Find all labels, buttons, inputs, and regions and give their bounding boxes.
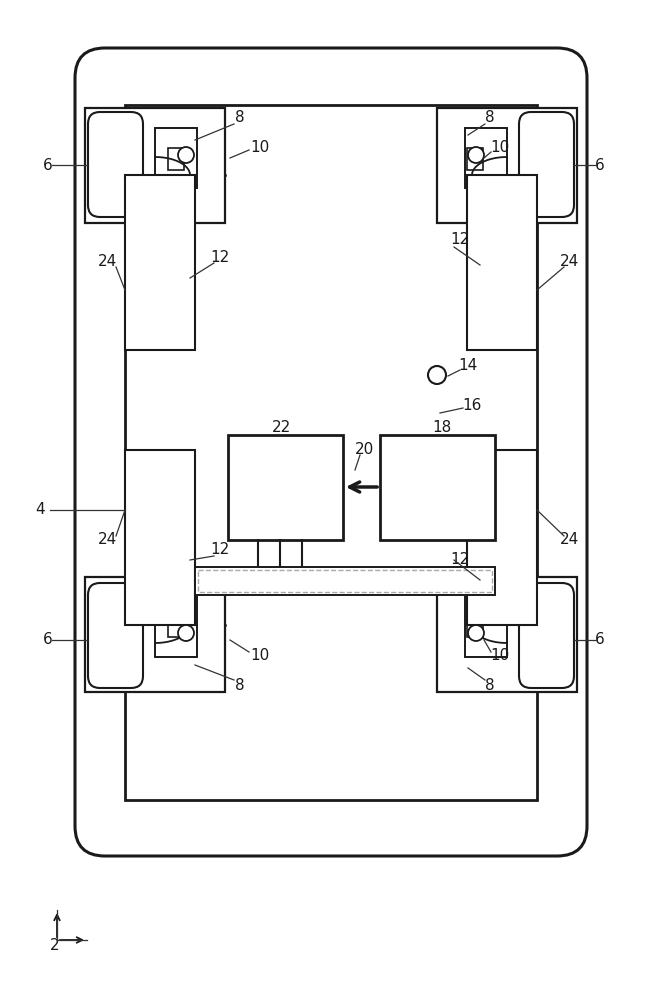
Text: 24: 24	[99, 254, 118, 269]
Circle shape	[468, 625, 484, 641]
Text: 2: 2	[50, 938, 60, 952]
Text: 8: 8	[485, 110, 495, 125]
Circle shape	[178, 147, 194, 163]
FancyBboxPatch shape	[88, 112, 143, 217]
FancyBboxPatch shape	[88, 583, 143, 688]
Bar	[198, 570, 492, 592]
Text: 8: 8	[485, 678, 495, 692]
Text: 24: 24	[99, 532, 118, 548]
Text: 12: 12	[450, 552, 469, 568]
Bar	[168, 148, 184, 170]
Bar	[467, 615, 483, 637]
Bar	[155, 128, 197, 188]
Circle shape	[468, 147, 484, 163]
Bar	[437, 577, 577, 692]
Text: 10: 10	[250, 140, 269, 155]
Bar	[85, 577, 225, 692]
Text: 24: 24	[560, 532, 580, 548]
Text: 12: 12	[211, 542, 230, 558]
Bar	[465, 128, 507, 188]
Circle shape	[178, 625, 194, 641]
Text: 10: 10	[491, 648, 510, 662]
Text: 6: 6	[595, 157, 605, 172]
Bar	[125, 175, 195, 350]
Text: 22: 22	[272, 420, 292, 436]
Bar	[168, 615, 184, 637]
Text: 24: 24	[560, 254, 580, 269]
Text: 10: 10	[250, 648, 269, 662]
Circle shape	[428, 366, 446, 384]
Bar	[467, 175, 537, 350]
Text: 18: 18	[432, 420, 451, 436]
Text: 20: 20	[355, 442, 375, 458]
Text: 8: 8	[235, 678, 245, 692]
Bar	[437, 108, 577, 223]
Bar	[467, 450, 537, 625]
Bar	[228, 435, 343, 540]
Text: 10: 10	[491, 140, 510, 155]
Text: 12: 12	[450, 232, 469, 247]
Text: 6: 6	[595, 633, 605, 648]
Bar	[125, 105, 537, 800]
Bar	[125, 450, 195, 625]
Bar	[155, 597, 197, 657]
Text: 6: 6	[43, 157, 53, 172]
Text: 14: 14	[458, 358, 477, 372]
Bar	[85, 108, 225, 223]
Bar	[465, 597, 507, 657]
FancyBboxPatch shape	[519, 583, 574, 688]
Text: 8: 8	[235, 110, 245, 125]
Bar	[380, 435, 495, 540]
Text: 6: 6	[43, 633, 53, 648]
FancyBboxPatch shape	[519, 112, 574, 217]
FancyBboxPatch shape	[75, 48, 587, 856]
Text: 16: 16	[462, 397, 482, 412]
Bar	[195, 567, 495, 595]
Text: 12: 12	[211, 250, 230, 265]
Text: 4: 4	[35, 502, 45, 518]
Bar	[467, 148, 483, 170]
